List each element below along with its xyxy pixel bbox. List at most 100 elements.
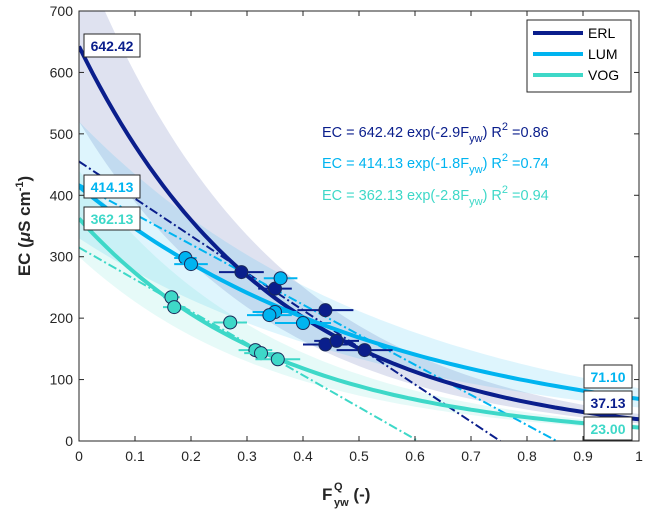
y-tick-label: 0 xyxy=(65,433,73,449)
axis-ticks: 0 0.1 0.2 0.3 0.4 0.5 0.6 0.7 0.8 0.9 1 0 100 200 300 4… xyxy=(50,3,643,464)
y-axis-title-mu: μ xyxy=(15,231,34,243)
marker xyxy=(223,315,238,330)
legend-item-vog: VOG xyxy=(533,67,619,83)
x-axis-title-suffix: (-) xyxy=(349,485,371,504)
x-tick-label: 0.8 xyxy=(517,448,537,464)
eq-sub: yw xyxy=(469,164,483,176)
eq-rhs: =0.74 xyxy=(508,156,549,172)
marker xyxy=(329,333,344,348)
end-label-vog: 23.00 xyxy=(583,416,633,441)
intercept-label-vog: 362.13 xyxy=(83,206,141,231)
x-tick-label: 0.6 xyxy=(405,448,425,464)
y-tick-label: 100 xyxy=(50,372,74,388)
data-point-erl xyxy=(258,281,292,296)
value-labels: 642.42 37.13 414.13 71.10 362.13 23.00 xyxy=(83,33,633,441)
equation-vog: EC = 362.13 exp(-2.8Fyw) R2 =0.94 xyxy=(322,184,549,208)
x-tick-label: 0 xyxy=(75,448,83,464)
y-axis-title-rest: S cm xyxy=(15,191,34,232)
data-points xyxy=(163,250,393,367)
label-text: 37.13 xyxy=(590,395,625,411)
legend-label: ERL xyxy=(588,25,615,41)
x-tick-label: 0.5 xyxy=(349,448,369,464)
data-point-erl xyxy=(336,343,393,358)
linear-fit-lum xyxy=(79,183,558,441)
y-axis-title: EC (μS cm-1) xyxy=(14,176,34,276)
marker xyxy=(262,308,277,323)
x-tick-label: 0.1 xyxy=(125,448,145,464)
band-vog xyxy=(79,170,639,430)
marker xyxy=(318,303,333,318)
legend-label: LUM xyxy=(588,46,618,62)
marker xyxy=(234,265,249,280)
data-point-vog xyxy=(213,315,247,330)
linear-fit-erl xyxy=(79,160,501,441)
label-text: 414.13 xyxy=(91,179,134,195)
legend: ERL LUM VOG xyxy=(526,19,632,93)
x-tick-label: 0.3 xyxy=(237,448,257,464)
x-axis-title-main: F xyxy=(322,485,332,504)
eq-mid: ) R xyxy=(483,125,502,141)
label-box xyxy=(83,33,141,58)
eq-sup: 2 xyxy=(502,152,508,164)
x-tick-label: 0.7 xyxy=(461,448,481,464)
x-tick-label: 0.2 xyxy=(181,448,201,464)
intercept-label-erl: 642.42 xyxy=(83,33,141,58)
x-tick-label: 0.9 xyxy=(573,448,593,464)
y-tick-label: 500 xyxy=(50,126,74,142)
marker xyxy=(167,300,182,315)
x-tick-label: 0.4 xyxy=(293,448,313,464)
eq-sup: 2 xyxy=(502,121,508,133)
label-box xyxy=(583,416,633,441)
marker xyxy=(357,343,372,358)
label-text: 362.13 xyxy=(91,211,134,227)
marker xyxy=(270,352,285,367)
eq-sup: 2 xyxy=(502,184,508,196)
x-axis-title-sub: yw xyxy=(334,497,349,509)
eq-lhs: EC = 414.13 exp(-1.8F xyxy=(322,156,469,172)
eq-mid: ) R xyxy=(483,156,502,172)
y-axis-title-sup: -1 xyxy=(14,181,26,191)
eq-sub: yw xyxy=(469,196,483,208)
equation-erl: EC = 642.42 exp(-2.9Fyw) R2 =0.86 xyxy=(322,121,549,145)
x-axis-title-sup: Q xyxy=(334,481,343,493)
data-point-erl xyxy=(297,303,354,318)
data-point-lum xyxy=(275,316,331,331)
data-point-erl xyxy=(314,333,359,348)
end-label-erl: 37.13 xyxy=(583,390,633,415)
eq-lhs: EC = 642.42 exp(-2.9F xyxy=(322,125,469,141)
data-point-vog xyxy=(163,300,186,315)
y-axis-title-close: ) xyxy=(15,176,34,182)
intercept-label-lum: 414.13 xyxy=(83,174,141,199)
marker xyxy=(254,346,268,361)
legend-label: VOG xyxy=(588,67,619,83)
data-point-lum xyxy=(263,271,298,286)
eq-mid: ) R xyxy=(483,188,502,204)
label-text: 23.00 xyxy=(590,421,625,437)
y-tick-label: 400 xyxy=(50,187,74,203)
marker xyxy=(296,316,310,331)
eq-rhs: =0.94 xyxy=(508,188,549,204)
label-box xyxy=(583,364,633,389)
end-label-lum: 71.10 xyxy=(583,364,633,389)
marker xyxy=(273,271,288,286)
label-box xyxy=(583,390,633,415)
label-text: 71.10 xyxy=(590,369,625,385)
eq-sub: yw xyxy=(469,133,483,145)
y-tick-label: 300 xyxy=(50,249,74,265)
x-tick-label: 1 xyxy=(635,448,643,464)
equation-lum: EC = 414.13 exp(-1.8Fyw) R2 =0.74 xyxy=(322,152,549,176)
legend-item-lum: LUM xyxy=(533,46,618,62)
label-text: 642.42 xyxy=(91,38,134,54)
data-point-lum xyxy=(174,257,208,272)
eq-rhs: =0.86 xyxy=(508,125,549,141)
legend-item-erl: ERL xyxy=(533,25,615,41)
data-point-lum xyxy=(247,308,292,323)
y-axis-title-main: EC ( xyxy=(15,242,34,276)
data-point-vog xyxy=(255,352,301,367)
label-box xyxy=(83,174,141,199)
y-tick-label: 600 xyxy=(50,64,74,80)
marker xyxy=(184,257,198,272)
